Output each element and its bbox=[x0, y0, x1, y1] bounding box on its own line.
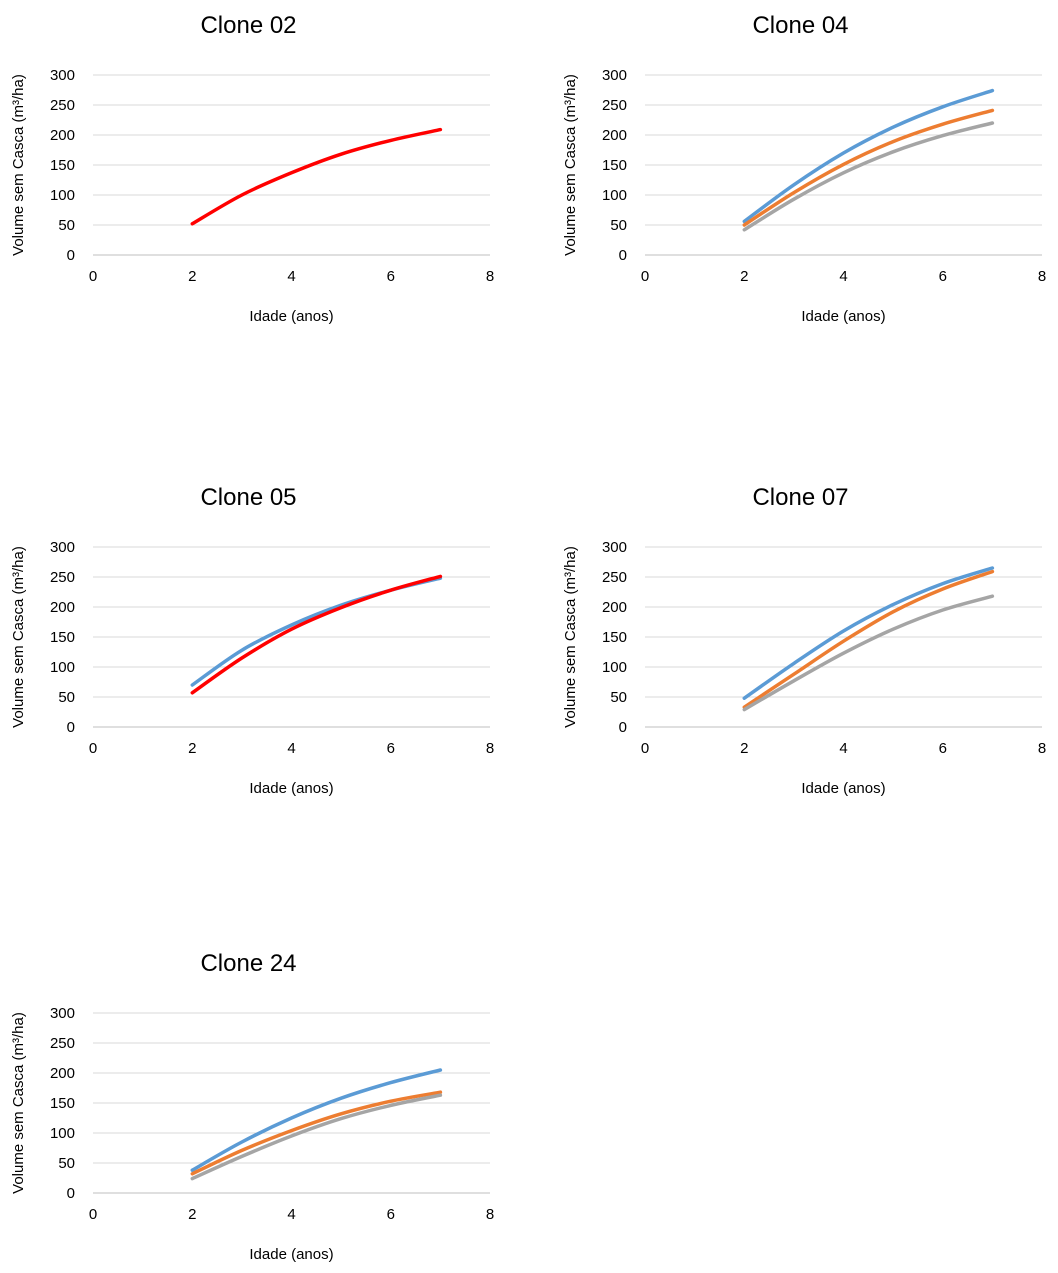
x-tick-label: 2 bbox=[740, 740, 748, 757]
chart-title: Clone 04 bbox=[752, 12, 848, 39]
y-tick-label: 0 bbox=[67, 247, 75, 264]
x-tick-label: 0 bbox=[89, 268, 97, 285]
chart-title: Clone 05 bbox=[200, 484, 296, 511]
y-tick-label: 300 bbox=[50, 1005, 75, 1022]
x-tick-label: 0 bbox=[89, 740, 97, 757]
y-tick-label: 0 bbox=[67, 1185, 75, 1202]
series-line bbox=[190, 1090, 443, 1176]
y-tick-label: 150 bbox=[50, 629, 75, 646]
x-tick-label: 6 bbox=[939, 268, 947, 285]
y-tick-label: 200 bbox=[50, 1065, 75, 1082]
y-axis-label: Volume sem Casca (m³/ha) bbox=[10, 74, 27, 256]
y-tick-label: 0 bbox=[619, 247, 627, 264]
y-tick-label: 250 bbox=[602, 97, 627, 114]
series-line bbox=[190, 127, 443, 226]
x-tick-label: 0 bbox=[641, 268, 649, 285]
y-tick-label: 150 bbox=[50, 157, 75, 174]
y-axis-label: Volume sem Casca (m³/ha) bbox=[562, 546, 579, 728]
y-tick-label: 50 bbox=[58, 689, 75, 706]
y-axis-label: Volume sem Casca (m³/ha) bbox=[10, 1012, 27, 1194]
y-tick-label: 50 bbox=[610, 689, 627, 706]
chart-svg: Clone 02 0 50 100 150 200 250 300 0 2 4 6 8 Idade (an… bbox=[10, 12, 494, 325]
chart-title: Clone 24 bbox=[200, 950, 296, 977]
x-tick-label: 6 bbox=[387, 1206, 395, 1223]
series-line bbox=[742, 569, 995, 709]
chart-svg: Clone 07 0 50 100 150 200 250 300 0 2 4 6 8 Idade (an… bbox=[562, 484, 1046, 797]
x-tick-label: 6 bbox=[387, 740, 395, 757]
y-tick-label: 50 bbox=[58, 1155, 75, 1172]
chart-clone-04: Clone 04 0 50 100 150 200 250 300 0 2 4 6 8 Idade (an… bbox=[552, 0, 1057, 335]
y-tick-label: 250 bbox=[50, 569, 75, 586]
x-tick-label: 6 bbox=[387, 268, 395, 285]
series-line bbox=[742, 108, 995, 227]
x-tick-label: 0 bbox=[89, 1206, 97, 1223]
y-tick-label: 250 bbox=[50, 1035, 75, 1052]
series-line bbox=[742, 594, 995, 712]
y-tick-label: 250 bbox=[50, 97, 75, 114]
x-axis-label: Idade (anos) bbox=[249, 780, 333, 797]
x-axis-label: Idade (anos) bbox=[249, 308, 333, 325]
series-line bbox=[190, 574, 443, 695]
x-tick-label: 8 bbox=[486, 268, 494, 285]
x-tick-label: 8 bbox=[1038, 740, 1046, 757]
chart-clone-24: Clone 24 0 50 100 150 200 250 300 0 2 4 6 8 Idade (an… bbox=[0, 938, 505, 1273]
y-tick-label: 150 bbox=[602, 629, 627, 646]
x-tick-label: 8 bbox=[1038, 268, 1046, 285]
x-axis-label: Idade (anos) bbox=[801, 780, 885, 797]
x-tick-label: 4 bbox=[287, 740, 295, 757]
x-tick-label: 0 bbox=[641, 740, 649, 757]
chart-clone-02: Clone 02 0 50 100 150 200 250 300 0 2 4 6 8 Idade (an… bbox=[0, 0, 505, 335]
chart-svg: Clone 04 0 50 100 150 200 250 300 0 2 4 6 8 Idade (an… bbox=[562, 12, 1046, 325]
y-axis-label: Volume sem Casca (m³/ha) bbox=[562, 74, 579, 256]
x-tick-label: 4 bbox=[287, 1206, 295, 1223]
y-tick-label: 300 bbox=[50, 67, 75, 84]
y-tick-label: 50 bbox=[58, 217, 75, 234]
x-tick-label: 8 bbox=[486, 740, 494, 757]
x-tick-label: 2 bbox=[740, 268, 748, 285]
y-tick-label: 200 bbox=[602, 599, 627, 616]
y-tick-label: 100 bbox=[602, 659, 627, 676]
series-line bbox=[190, 1093, 443, 1181]
x-axis-label: Idade (anos) bbox=[249, 1246, 333, 1263]
y-tick-label: 300 bbox=[602, 539, 627, 556]
series-line bbox=[190, 1068, 443, 1172]
series-line bbox=[742, 88, 995, 224]
y-tick-label: 150 bbox=[50, 1095, 75, 1112]
y-tick-label: 200 bbox=[50, 127, 75, 144]
x-tick-label: 4 bbox=[287, 268, 295, 285]
y-tick-label: 100 bbox=[602, 187, 627, 204]
chart-clone-07: Clone 07 0 50 100 150 200 250 300 0 2 4 6 8 Idade (an… bbox=[552, 472, 1057, 807]
chart-svg: Clone 24 0 50 100 150 200 250 300 0 2 4 6 8 Idade (an… bbox=[10, 950, 494, 1263]
chart-title: Clone 02 bbox=[200, 12, 296, 39]
series-line bbox=[190, 576, 443, 687]
x-tick-label: 2 bbox=[188, 740, 196, 757]
x-tick-label: 2 bbox=[188, 268, 196, 285]
y-tick-label: 300 bbox=[50, 539, 75, 556]
x-tick-label: 4 bbox=[839, 268, 847, 285]
chart-title: Clone 07 bbox=[752, 484, 848, 511]
x-tick-label: 2 bbox=[188, 1206, 196, 1223]
y-tick-label: 200 bbox=[50, 599, 75, 616]
y-tick-label: 50 bbox=[610, 217, 627, 234]
series-line bbox=[742, 566, 995, 700]
y-tick-label: 250 bbox=[602, 569, 627, 586]
y-tick-label: 100 bbox=[50, 1125, 75, 1142]
y-axis-label: Volume sem Casca (m³/ha) bbox=[10, 546, 27, 728]
x-tick-label: 8 bbox=[486, 1206, 494, 1223]
y-tick-label: 200 bbox=[602, 127, 627, 144]
x-tick-label: 6 bbox=[939, 740, 947, 757]
x-axis-label: Idade (anos) bbox=[801, 308, 885, 325]
y-tick-label: 0 bbox=[67, 719, 75, 736]
y-tick-label: 0 bbox=[619, 719, 627, 736]
x-tick-label: 4 bbox=[839, 740, 847, 757]
chart-clone-05: Clone 05 0 50 100 150 200 250 300 0 2 4 6 8 Idade (an… bbox=[0, 472, 505, 807]
y-tick-label: 150 bbox=[602, 157, 627, 174]
chart-svg: Clone 05 0 50 100 150 200 250 300 0 2 4 6 8 Idade (an… bbox=[10, 484, 494, 797]
y-tick-label: 100 bbox=[50, 659, 75, 676]
series-line bbox=[742, 121, 995, 232]
y-tick-label: 100 bbox=[50, 187, 75, 204]
y-tick-label: 300 bbox=[602, 67, 627, 84]
